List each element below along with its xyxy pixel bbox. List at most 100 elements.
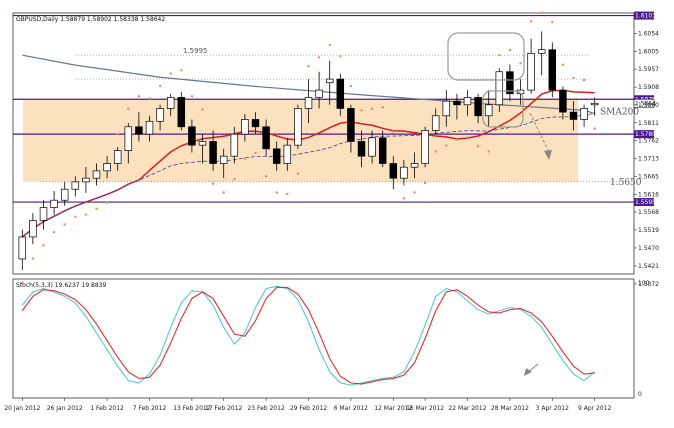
projection-arrowhead xyxy=(544,150,552,160)
annotation-high: 1.5995 xyxy=(183,47,208,55)
candle-body xyxy=(495,71,504,106)
sar-dot xyxy=(519,62,522,65)
candle-body xyxy=(548,49,557,91)
candle-body xyxy=(484,104,493,117)
candle-body xyxy=(569,111,578,120)
candle-body xyxy=(71,181,80,190)
candle-body xyxy=(262,126,270,150)
sar-dot xyxy=(222,191,225,194)
candle-body xyxy=(166,97,175,109)
annotation-sma200: SMA200 xyxy=(600,107,639,117)
price-tick-label: 1.5713 xyxy=(638,156,659,163)
candle-body xyxy=(304,97,313,109)
sar-dot xyxy=(169,72,172,75)
time-tick-label: 22 Mar 2012 xyxy=(448,405,486,412)
level-label: 1.5595 xyxy=(635,199,656,206)
sar-dot xyxy=(476,145,480,148)
sar-dot xyxy=(328,43,331,47)
price-tick-label: 1.5519 xyxy=(638,227,659,234)
candle-body xyxy=(580,108,588,120)
price-tick-label: 1.5568 xyxy=(638,209,659,216)
sar-dot xyxy=(466,136,469,139)
time-tick-label: 6 Mar 2012 xyxy=(334,405,368,412)
stochastic-label: Stoch(5,3,3) 19.6237 19.8839 xyxy=(16,282,107,289)
time-tick-label: 12 Mar 2012 xyxy=(374,405,412,412)
candle-body xyxy=(453,100,461,106)
sar-dot xyxy=(487,150,490,153)
time-tick-label: 9 Apr 2012 xyxy=(578,405,611,412)
moving-average-lines xyxy=(21,89,595,238)
time-tick-label: 13 Feb 2012 xyxy=(173,405,211,412)
price-tick-label: 1.5811 xyxy=(638,120,659,127)
candle-body xyxy=(156,108,164,122)
candle-body xyxy=(177,97,186,128)
price-tick-label: 1.6054 xyxy=(638,31,659,38)
sar-dot xyxy=(137,95,141,98)
sar-dot xyxy=(455,138,459,141)
candle-body xyxy=(336,78,345,109)
price-tick-label: 1.5421 xyxy=(638,263,659,270)
time-axis: 20 Jan 2012 26 Jan 2012 1 Feb 2012 7 Feb 20… xyxy=(4,398,612,412)
sar-dot xyxy=(95,207,98,210)
time-tick-label: 1 Feb 2012 xyxy=(90,405,124,412)
stoch-tick-label: 100 xyxy=(638,280,650,287)
sar-dot xyxy=(381,106,384,109)
level-label: 1.5780 xyxy=(635,131,656,138)
candle-body xyxy=(378,137,387,164)
sar-dot xyxy=(264,175,268,178)
candle-body xyxy=(357,141,366,157)
highlight-box-current xyxy=(482,90,524,128)
sar-dot xyxy=(21,281,24,285)
candlesticks xyxy=(18,31,599,270)
sar-dot xyxy=(593,127,596,130)
candle-body xyxy=(241,119,249,135)
sma200-polyline xyxy=(22,54,595,115)
price-tick-label: 1.5470 xyxy=(638,245,659,252)
time-tick-label: 28 Mar 2012 xyxy=(491,405,529,412)
time-tick-label: 16 Mar 2012 xyxy=(406,405,444,412)
sar-dot xyxy=(190,95,194,98)
stoch-k-line xyxy=(21,285,596,386)
candle-body xyxy=(18,236,27,260)
candle-body xyxy=(283,144,292,164)
sar-dot xyxy=(370,107,374,111)
candle-body xyxy=(442,100,451,117)
candle-body xyxy=(590,102,599,106)
sar-dot xyxy=(307,65,310,68)
time-tick-label: 3 Apr 2012 xyxy=(536,405,569,412)
sar-dot xyxy=(540,11,543,14)
sar-dot xyxy=(508,48,512,52)
price-axis: 1.6054 1.6005 1.5957 1.5908 1.5860 1.5811 1.57… xyxy=(634,31,659,288)
sar-dot xyxy=(74,215,77,218)
candle-body xyxy=(389,163,398,179)
sar-dot xyxy=(201,108,204,111)
sar-dot xyxy=(582,78,586,82)
annotations: 1.5995 SMA200 1.5650 xyxy=(183,32,642,376)
candle-body xyxy=(421,130,429,164)
sar-dot xyxy=(286,192,289,196)
level-tag xyxy=(634,198,654,207)
sar-dot xyxy=(105,201,109,204)
sar-dot xyxy=(84,213,88,216)
candle-body xyxy=(113,150,122,164)
candle-body xyxy=(272,148,281,164)
gridlines xyxy=(40,54,630,183)
candle-body xyxy=(368,137,376,157)
sar-dot xyxy=(423,181,427,185)
sar-dot xyxy=(529,20,533,23)
candle-body xyxy=(315,89,323,98)
sar-dot xyxy=(42,244,45,247)
candle-body xyxy=(527,53,535,91)
stoch-d-line xyxy=(21,286,595,385)
current-price-tag xyxy=(633,99,655,108)
sar-dot xyxy=(317,56,321,59)
chart-title: GBPUSD,Daily 1.58879 1.58902 1.58338 1.5… xyxy=(16,16,165,23)
price-tick-label: 1.5762 xyxy=(638,138,659,145)
time-tick-label: 20 Jan 2012 xyxy=(4,405,40,412)
candle-body xyxy=(559,89,567,113)
price-tick-label: 1.5372 xyxy=(638,281,659,288)
time-tick-label: 26 Jan 2012 xyxy=(47,405,83,412)
stochastic-arrowhead xyxy=(524,368,532,376)
candle-body xyxy=(103,163,111,172)
